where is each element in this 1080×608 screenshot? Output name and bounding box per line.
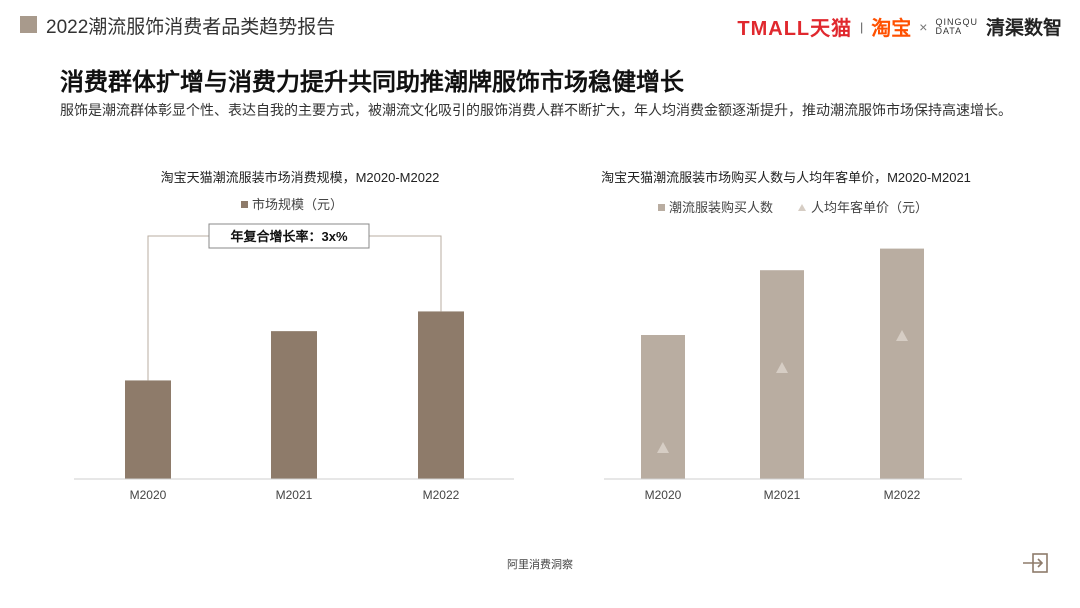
bar-m2021 [271, 331, 317, 479]
avg-spend-marker-m2022 [896, 330, 908, 341]
x-tick-label: M2021 [276, 488, 313, 502]
qingqu-logo-line1: QINGQU [935, 16, 978, 27]
bar-m2020 [641, 335, 685, 479]
legend-label-avg-spend: 人均年客单价（元） [811, 200, 928, 215]
bar-m2022 [418, 311, 464, 479]
bar-m2021 [760, 270, 804, 479]
legend-swatch [241, 201, 248, 208]
taobao-logo: 淘宝 [871, 18, 912, 40]
partner-logos: TMALL天猫 | 淘宝 × QINGQU DATA 清渠数智 [737, 12, 1062, 41]
legend-label-buyers: 潮流服装购买人数 [669, 200, 773, 215]
bar-m2022 [880, 248, 924, 479]
logo-separator: | [860, 19, 864, 34]
avg-spend-marker-m2021 [776, 362, 788, 373]
chart-title: 淘宝天猫潮流服装市场消费规模，M2020-M2022 [161, 170, 440, 185]
exit-icon[interactable] [1022, 550, 1056, 576]
market-scale-chart: 淘宝天猫潮流服装市场消费规模，M2020-M2022 市场规模（元） 年复合增长… [74, 170, 514, 502]
cagr-annotation: 年复合增长率：3x% [147, 223, 442, 381]
buyers-and-spend-chart: 淘宝天猫潮流服装市场购买人数与人均年客单价，M2020-M2021 潮流服装购买… [601, 170, 971, 502]
cagr-label-box [208, 223, 370, 249]
page-title: 消费群体扩增与消费力提升共同助推潮牌服饰市场稳健增长 [60, 69, 684, 96]
header-accent-square [20, 16, 37, 33]
avg-spend-marker-m2020 [657, 442, 669, 453]
qingqu-data-logo: QINGQU DATA [935, 16, 978, 36]
x-tick-label: M2020 [645, 488, 682, 502]
source-footer: 阿里消费洞察 [507, 559, 573, 571]
cagr-label: 年复合增长率：3x% [230, 229, 347, 244]
qingqu-logo-line2: DATA [935, 25, 963, 36]
legend-swatch-buyers [658, 204, 665, 211]
qingqu-cn-logo: 清渠数智 [985, 18, 1062, 39]
report-title: 2022潮流服饰消费者品类趋势报告 [46, 17, 336, 38]
x-tick-label: M2022 [884, 488, 921, 502]
legend-label: 市场规模（元） [252, 197, 343, 212]
tmall-logo: TMALL天猫 [737, 18, 853, 40]
x-tick-label: M2020 [130, 488, 167, 502]
bar-m2020 [125, 380, 171, 479]
x-tick-label: M2021 [764, 488, 801, 502]
x-tick-label: M2022 [423, 488, 460, 502]
legend-marker-triangle [798, 204, 806, 211]
logo-cross: × [919, 18, 928, 35]
page-subtitle: 服饰是潮流群体彰显个性、表达自我的主要方式，被潮流文化吸引的服饰消费人群不断扩大… [60, 102, 1012, 118]
chart-title: 淘宝天猫潮流服装市场购买人数与人均年客单价，M2020-M2021 [601, 170, 971, 185]
